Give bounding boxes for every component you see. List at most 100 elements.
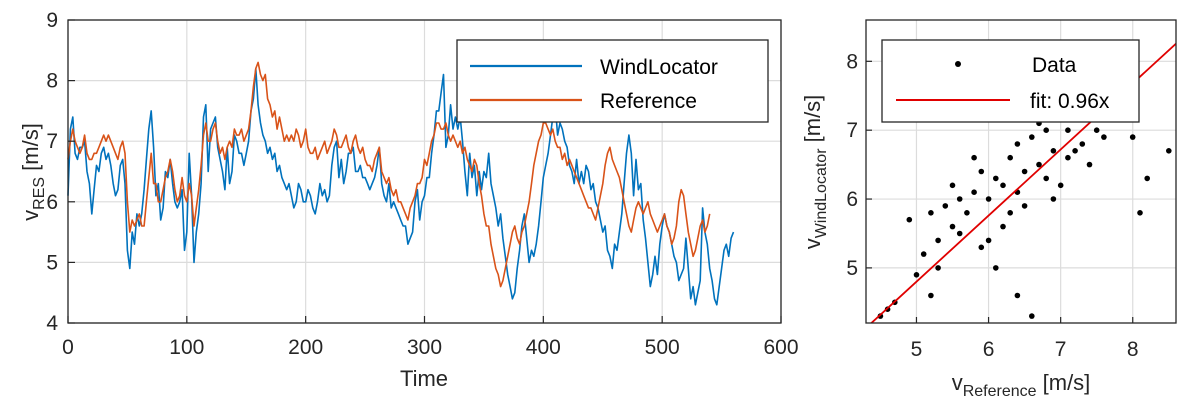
scatter-point: [1029, 134, 1035, 140]
scatter-legend-box: [881, 39, 1140, 123]
legend-label-reference: Reference: [600, 90, 697, 113]
timeseries-y-tick-label: 9: [46, 9, 58, 32]
scatter-x-tick-label: 7: [1055, 338, 1067, 361]
scatter-point: [971, 154, 977, 161]
scatter-point: [1129, 134, 1136, 140]
legend-label-fit: fit: 0.96x: [1030, 90, 1110, 113]
scatter-x-tick-label: 5: [911, 338, 923, 361]
scatter-point: [1036, 161, 1042, 168]
scatter-point: [1101, 134, 1107, 140]
scatter-point: [1043, 175, 1049, 182]
scatter-y-tick-label: 7: [846, 119, 858, 142]
scatter-point: [1021, 168, 1028, 175]
timeseries-y-tick-label: 7: [46, 130, 58, 153]
timeseries-legend-box: [456, 39, 769, 123]
timeseries-y-tick-label: 8: [46, 70, 58, 93]
scatter-point: [920, 251, 927, 257]
timeseries-x-tick-label: 200: [288, 336, 323, 359]
scatter-point: [993, 175, 999, 182]
timeseries-y-label-sub: RES: [31, 177, 48, 210]
scatter-point: [985, 237, 992, 244]
scatter-point: [1007, 210, 1013, 216]
timeseries-y-axis-label: vRES [m/s]: [18, 123, 48, 221]
scatter-point: [1144, 175, 1150, 182]
scatter-point: [913, 272, 920, 278]
scatter-point: [1014, 292, 1021, 299]
timeseries-x-tick-label: 400: [526, 336, 561, 359]
scatter-point: [1166, 148, 1172, 154]
scatter-y-axis-label: vWindLocator [m/s]: [800, 95, 830, 250]
scatter-point: [1079, 141, 1086, 147]
timeseries-x-tick-label: 100: [169, 336, 204, 359]
scatter-y-label-main: v: [800, 238, 825, 249]
scatter-point: [1086, 161, 1093, 168]
scatter-point: [1000, 182, 1006, 189]
scatter-point: [1065, 154, 1071, 161]
timeseries-line-reference: [67, 61, 711, 288]
scatter-y-label-unit: [m/s]: [800, 95, 825, 149]
timeseries-x-axis-label: Time: [400, 366, 448, 391]
scatter-y-label-sub: WindLocator: [813, 148, 830, 238]
legend-label-data: Data: [1032, 54, 1077, 77]
scatter-point: [985, 196, 992, 202]
scatter-point: [1137, 210, 1143, 216]
scatter-point: [942, 203, 949, 209]
scatter-point: [1065, 127, 1071, 133]
scatter-y-ticks: 5 6 7 8: [846, 50, 872, 280]
scatter-frame: [865, 19, 1177, 324]
timeseries-y-tick-label: 4: [46, 312, 58, 335]
scatter-x-label-sub: Reference: [963, 383, 1037, 400]
scatter-point: [1050, 148, 1057, 154]
timeseries-y-label-unit: [m/s]: [18, 123, 43, 177]
scatter-point: [1000, 223, 1006, 230]
scatter-point: [1050, 196, 1057, 202]
timeseries-x-tick-label: 500: [645, 336, 680, 359]
timeseries-legend: WindLocator Reference: [456, 39, 769, 123]
scatter-point: [949, 223, 956, 230]
scatter-y-tick-label: 8: [846, 50, 858, 73]
timeseries-x-tick-label: 300: [407, 336, 442, 359]
scatter-y-tick-label: 6: [846, 188, 858, 211]
scatter-point: [978, 168, 985, 175]
timeseries-y-tick-label: 6: [46, 191, 58, 214]
scatter-point: [956, 230, 963, 237]
scatter-x-tick-label: 6: [983, 338, 995, 361]
scatter-point: [1029, 313, 1035, 319]
scatter-point: [971, 189, 977, 195]
scatter-clipped-layer: [870, 43, 1176, 323]
timeseries-x-tick-label: 0: [62, 336, 74, 359]
scatter-x-label-main: v: [952, 370, 963, 395]
timeseries-line-windlocator: [67, 67, 735, 306]
timeseries-chart: 0 100 200 300 400 500 600 4 5 6 7 8 9 Time vRES [m/…: [18, 9, 799, 391]
scatter-point: [978, 244, 985, 251]
scatter-point: [1057, 182, 1064, 189]
timeseries-y-ticks: 4 5 6 7 8 9: [46, 9, 75, 335]
timeseries-y-tick-label: 5: [46, 251, 58, 274]
scatter-point: [993, 265, 999, 271]
scatter-point: [935, 237, 941, 244]
scatter-point: [956, 196, 963, 202]
timeseries-x-tick-label: 600: [763, 336, 798, 359]
scatter-legend: Data fit: 0.96x: [881, 39, 1140, 123]
scatter-point: [1007, 154, 1013, 161]
scatter-point: [928, 292, 934, 299]
scatter-x-tick-label: 8: [1127, 338, 1139, 361]
scatter-point: [1093, 127, 1100, 133]
scatter-x-ticks: 5 6 7 8: [911, 317, 1139, 361]
scatter-x-label-unit: [m/s]: [1037, 370, 1091, 395]
scatter-point: [1021, 203, 1028, 209]
scatter-point: [1072, 148, 1078, 154]
scatter-point: [964, 210, 970, 216]
scatter-y-tick-label: 5: [846, 257, 858, 280]
legend-marker-data: [955, 61, 961, 67]
scatter-plot-area: [870, 43, 1176, 323]
scatter-point: [1014, 141, 1021, 147]
scatter-point: [935, 265, 941, 271]
timeseries-x-ticks: 0 100 200 300 400 500 600: [62, 316, 799, 359]
timeseries-plot-area: [67, 61, 735, 306]
scatter-point: [906, 216, 913, 223]
scatter-point: [877, 313, 884, 319]
scatter-point: [949, 182, 956, 189]
